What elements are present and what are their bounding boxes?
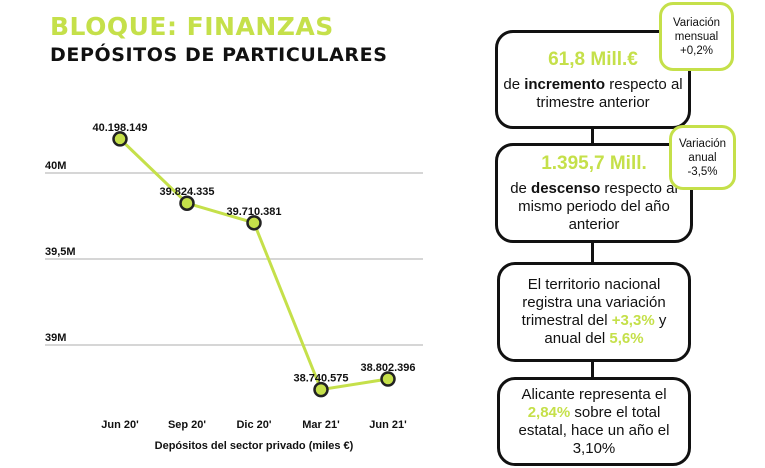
badge-annual-variation: Variación anual -3,5% [669, 125, 736, 190]
data-point [246, 215, 262, 231]
x-tick-label: Jun 21' [369, 419, 407, 431]
card-monthly: 61,8 Mill.€ de incremento respecto al tr… [495, 30, 691, 129]
y-tick-label: 40M [45, 160, 66, 172]
page-title: DEPÓSITOS DE PARTICULARES [50, 44, 388, 66]
y-tick-label: 39,5M [45, 246, 76, 258]
card-text: de descenso respecto al mismo periodo de… [510, 180, 678, 233]
x-tick-label: Sep 20' [168, 419, 206, 431]
data-point [112, 131, 128, 147]
data-label: 38.740.575 [293, 373, 348, 385]
data-label: 39.710.381 [226, 206, 281, 218]
card-text: de incremento respecto al trimestre ante… [503, 75, 683, 111]
data-point [179, 195, 195, 211]
badge-monthly-variation: Variación mensual +0,2% [659, 2, 734, 71]
data-label: 40.198.149 [92, 122, 147, 134]
x-axis-label: Depósitos del sector privado (miles €) [155, 440, 354, 452]
line-chart: 40M 39,5M 39M 40.198.149 Jun 20' 39.824.335 Se… [45, 122, 423, 452]
card-text: Alicante representa el 2,84% sobre el to… [518, 385, 670, 457]
connector [591, 360, 594, 379]
y-tick-label: 39M [45, 332, 66, 344]
series-line [118, 137, 389, 392]
connector [591, 240, 594, 264]
card-alicante: Alicante representa el 2,84% sobre el to… [497, 377, 691, 466]
data-point [313, 381, 329, 398]
data-label: 39.824.335 [159, 186, 214, 198]
block-title: BLOQUE: FINANZAS [50, 12, 334, 41]
x-tick-label: Dic 20' [236, 419, 271, 431]
connector [591, 128, 594, 146]
card-value: 61,8 Mill.€ [548, 48, 638, 70]
x-tick-label: Mar 21' [302, 419, 340, 431]
card-national: El territorio nacional registra una vari… [497, 262, 691, 362]
x-tick-label: Jun 20' [101, 419, 139, 431]
card-annual: 1.395,7 Mill. de descenso respecto al mi… [495, 143, 693, 243]
card-value: 1.395,7 Mill. [541, 153, 647, 174]
data-label: 38.802.396 [360, 362, 415, 374]
card-text: El territorio nacional registra una vari… [521, 276, 667, 347]
data-point [380, 371, 396, 387]
